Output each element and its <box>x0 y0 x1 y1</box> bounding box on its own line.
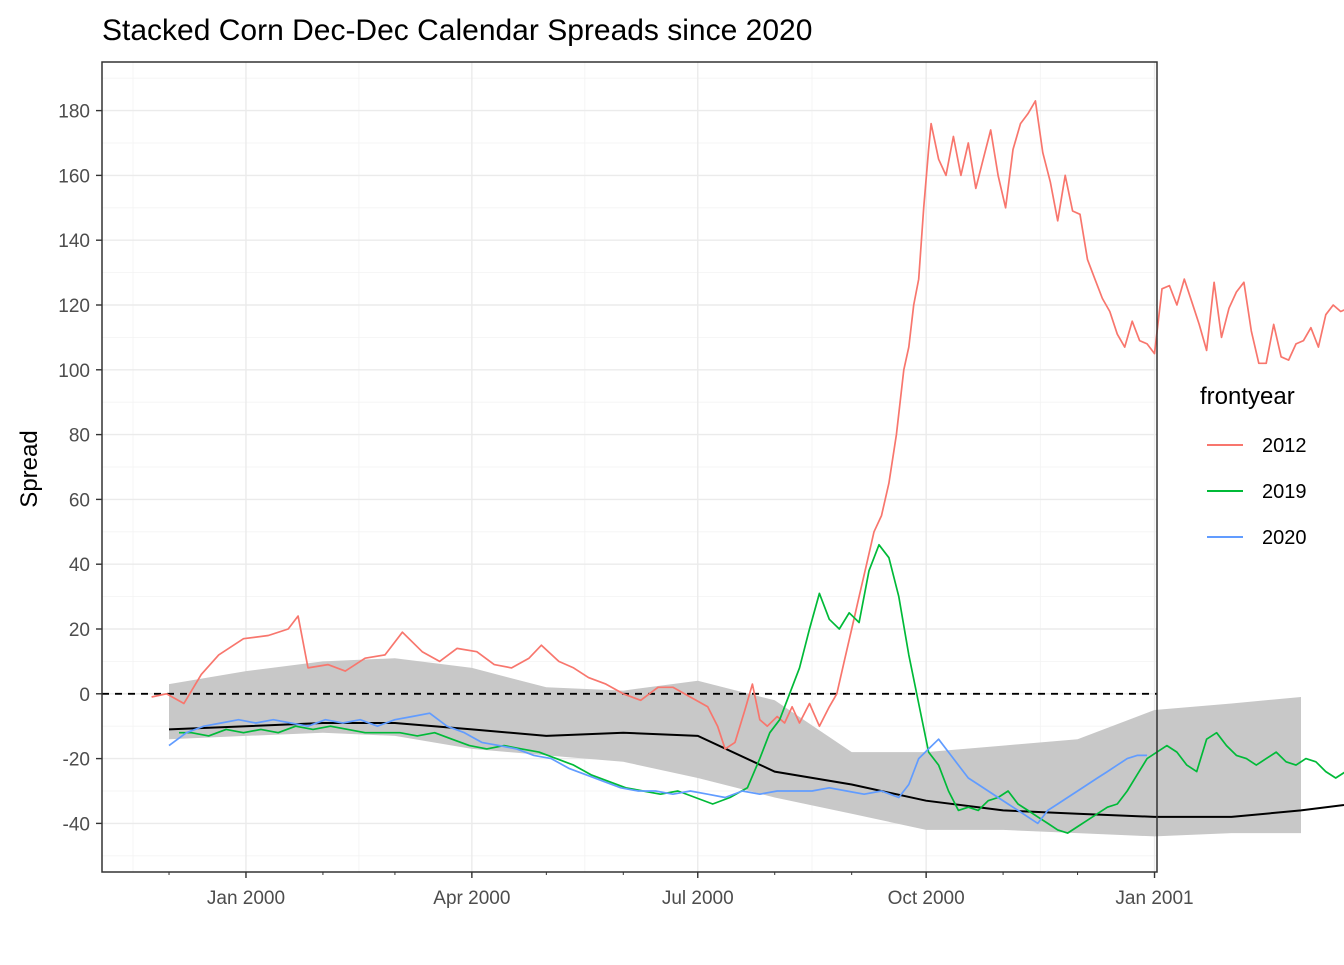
y-tick-label: 100 <box>58 361 90 382</box>
y-tick-label: -20 <box>63 750 90 771</box>
y-tick-label: 40 <box>69 555 90 576</box>
y-tick-label: 120 <box>58 296 90 317</box>
x-tick-label: Jan 2000 <box>207 888 285 909</box>
x-tick-label: Jan 2001 <box>1115 888 1193 909</box>
y-tick-label: -40 <box>63 814 90 835</box>
y-tick-label: 60 <box>69 490 90 511</box>
y-tick-label: 0 <box>79 685 90 706</box>
legend: frontyear 2012 2019 2020 <box>1200 383 1307 549</box>
y-tick-label: 160 <box>58 166 90 187</box>
legend-title: frontyear <box>1200 383 1295 410</box>
y-tick-label: 180 <box>58 102 90 123</box>
x-axis: Jan 2000 Apr 2000 Jul 2000 Oct 2000 Jan 2001 <box>168 872 1194 909</box>
plot-border <box>101 61 1158 873</box>
series-line-2020 <box>168 712 1148 825</box>
y-axis: -40 -20 0 20 40 60 80 100 120 140 160 180 <box>58 102 102 835</box>
legend-label-2020: 2020 <box>1262 527 1307 549</box>
x-tick-label: Jul 2000 <box>662 888 734 909</box>
y-tick-label: 80 <box>69 426 90 447</box>
y-axis-label: Spread <box>16 430 43 507</box>
range-band <box>169 658 1301 837</box>
series-layer <box>151 100 1344 834</box>
y-tick-label: 20 <box>69 620 90 641</box>
chart-title: Stacked Corn Dec-Dec Calendar Spreads si… <box>102 14 812 47</box>
legend-label-2019: 2019 <box>1262 481 1307 503</box>
series-line-2012 <box>151 100 1344 750</box>
series-line-2019 <box>179 543 1344 834</box>
y-tick-label: 140 <box>58 231 90 252</box>
x-tick-label: Apr 2000 <box>433 888 510 909</box>
legend-label-2012: 2012 <box>1262 435 1307 457</box>
range-band-layer <box>169 658 1301 837</box>
x-tick-label: Oct 2000 <box>888 888 965 909</box>
